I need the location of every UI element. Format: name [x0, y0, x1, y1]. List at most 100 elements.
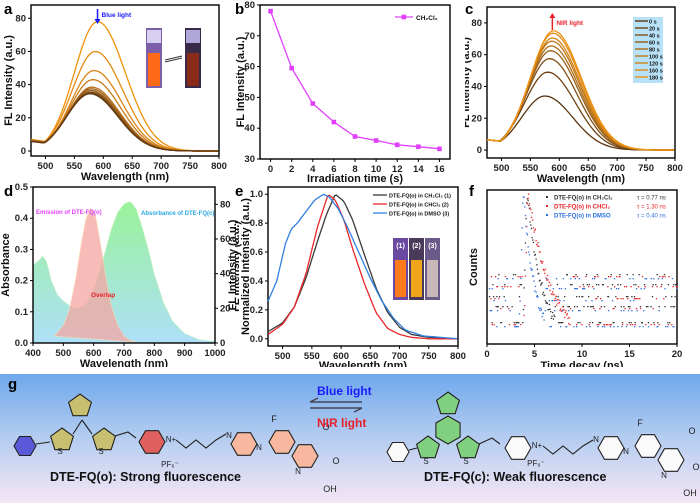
data-point: [659, 276, 661, 278]
right-caption: DTE-FQ(c): Weak fluorescence: [424, 470, 607, 484]
vial-label: (1): [396, 243, 405, 250]
data-point: [551, 293, 553, 295]
data-point: [532, 241, 535, 244]
y-tick-label: 0: [477, 145, 482, 156]
data-point: [552, 288, 555, 290]
scatter-series: [488, 198, 677, 324]
data-point: [560, 322, 563, 324]
spectrum-line: [30, 93, 219, 152]
inset-vials-photo: (1) (2) (3): [393, 238, 440, 300]
data-point: [672, 326, 674, 328]
data-point: [534, 254, 536, 256]
data-point: [637, 286, 640, 288]
y-axis-label: FL Intensity (a.u.): [235, 36, 247, 127]
data-point: [394, 142, 400, 148]
data-point: [576, 296, 578, 298]
data-point: [525, 217, 527, 220]
data-point: [673, 306, 676, 308]
panel-e: e 500 550 600 650 700 750 800 0.0 0.2 0.4 0.6 0.8 1.0…: [235, 183, 466, 367]
data-point: [633, 300, 635, 302]
data-point: [554, 310, 556, 312]
data-point: [627, 306, 630, 308]
data-point: [515, 326, 517, 328]
data-point: [636, 298, 638, 300]
data-point: [587, 306, 589, 308]
x-tick-label: 20: [672, 349, 683, 360]
data-point: [558, 301, 561, 304]
data-point: [516, 322, 518, 324]
x-tick-label: 700: [153, 161, 169, 172]
data-point: [619, 276, 621, 278]
data-point: [542, 261, 544, 263]
spectrum-line: [486, 30, 675, 151]
data-point: [539, 279, 541, 281]
butyl-chain: [542, 439, 594, 455]
data-point: [587, 296, 590, 298]
data-point: [579, 322, 581, 324]
data-point: [532, 219, 534, 221]
data-point: [669, 322, 671, 324]
inset-vials-photo: [146, 28, 201, 88]
data-point: [560, 288, 563, 290]
legend-label: 0 s: [649, 19, 657, 25]
x-tick-label: 750: [421, 351, 437, 362]
x-axis-label: Wavelength (nm): [537, 173, 626, 185]
data-point: [514, 324, 517, 326]
x-tick-label: 500: [55, 348, 71, 359]
atom-n: N: [661, 471, 667, 480]
y-tick-label: 20: [15, 113, 26, 124]
data-point: [552, 300, 554, 302]
data-point: [514, 274, 517, 276]
data-point: [523, 314, 525, 317]
data-point: [530, 267, 532, 269]
data-point: [491, 322, 493, 324]
data-point: [571, 284, 573, 286]
data-point: [610, 324, 612, 326]
annotation-nir-light: NIR light: [556, 20, 584, 27]
x-tick-label: 650: [124, 161, 140, 172]
data-point: [622, 298, 624, 300]
data-point: [619, 274, 621, 276]
data-point: [597, 326, 599, 328]
data-point: [518, 286, 520, 288]
data-point: [579, 286, 581, 288]
data-point: [601, 326, 604, 328]
data-point: [596, 324, 598, 326]
data-point: [490, 276, 493, 278]
data-point: [533, 280, 535, 282]
data-point: [531, 212, 533, 214]
x-axis-label: Wavelength (nm): [80, 358, 169, 367]
data-point: [658, 306, 660, 308]
data-point: [611, 284, 614, 286]
panel-label-c: c: [465, 1, 473, 18]
data-point: [568, 322, 570, 325]
data-point: [569, 324, 571, 326]
scatter-series: [488, 196, 678, 328]
panel-f: f 0 5 10 15 20 DTE-FQ(o) in CH₂Cl₂ τ = 0.77 ns D…: [468, 183, 683, 367]
spectrum-line: [30, 79, 219, 152]
data-point: [574, 306, 576, 308]
data-point: [621, 324, 624, 326]
data-point: [554, 299, 556, 302]
data-point: [494, 276, 497, 278]
plot-frame: [267, 186, 459, 347]
legend-label: 60 s: [649, 40, 660, 46]
data-point: [676, 288, 678, 290]
panel-label-e: e: [235, 183, 243, 200]
data-point: [643, 288, 646, 290]
y-tick-label: 0.4: [250, 276, 264, 287]
data-point: [526, 198, 529, 200]
data-point: [664, 276, 666, 278]
data-point: [596, 274, 598, 276]
data-point: [588, 324, 590, 326]
data-point: [520, 277, 522, 280]
data-point: [617, 326, 619, 328]
data-point: [589, 326, 591, 328]
data-point: [550, 311, 552, 313]
data-point: [639, 326, 641, 328]
data-point: [578, 278, 580, 280]
legend-label: 100 s: [649, 54, 663, 60]
data-point: [667, 284, 670, 286]
data-point: [663, 274, 666, 276]
data-point: [512, 278, 514, 280]
